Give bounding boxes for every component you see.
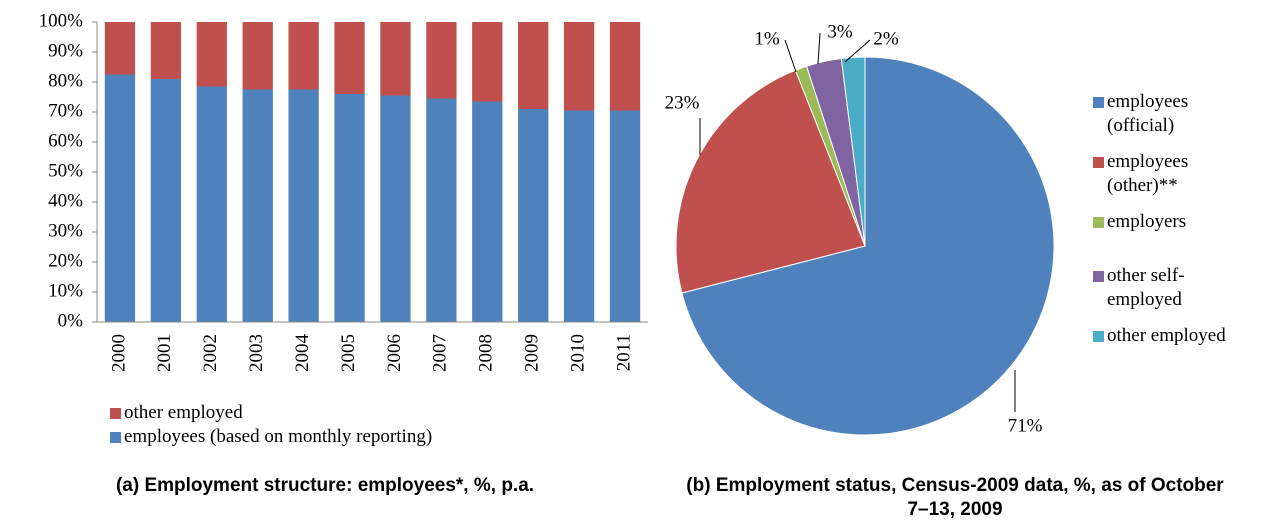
y-tick-label: 0%: [58, 310, 84, 331]
x-tick-label: 2011: [613, 334, 634, 371]
bar-segment: [196, 86, 227, 322]
bar-segment: [334, 22, 365, 94]
pie-legend: employees (official) employees (other)** e…: [1093, 90, 1278, 348]
bar-segment: [288, 22, 319, 90]
bar-segment: [104, 22, 136, 75]
legend-item: employers: [1093, 210, 1278, 234]
x-tick-label: 2007: [430, 334, 451, 372]
leader-line: [844, 39, 871, 63]
data-label: 1%: [754, 28, 780, 49]
y-tick-label: 60%: [48, 130, 83, 151]
bar-segment: [242, 89, 273, 322]
bar-segment: [609, 22, 641, 111]
x-tick-label: 2004: [292, 334, 313, 373]
y-tick-label: 20%: [48, 250, 83, 271]
x-tick-label: 2006: [384, 334, 405, 372]
caption-b: (b) Employment status, Census-2009 data,…: [686, 475, 1224, 520]
data-label: 3%: [827, 21, 853, 42]
legend-swatch: [110, 408, 121, 419]
y-tick-label: 90%: [48, 40, 83, 61]
data-label: 2%: [873, 28, 899, 49]
x-tick-label: 2005: [338, 334, 359, 372]
bar-segment: [288, 89, 319, 322]
y-tick-label: 100%: [39, 10, 84, 31]
bar-segment: [334, 94, 365, 322]
legend-swatch: [1093, 331, 1104, 342]
legend-swatch: [1093, 271, 1104, 282]
legend-item: other employed: [110, 401, 432, 425]
legend-swatch: [1093, 157, 1104, 168]
legend-item: employees (other)**: [1093, 150, 1278, 198]
legend-item: other self-employed: [1093, 264, 1278, 312]
x-tick-label: 2008: [476, 334, 497, 372]
pie-slice: [681, 56, 1055, 436]
bar-segment: [563, 22, 595, 111]
bar-segment: [196, 22, 227, 87]
legend-label: other self-employed: [1107, 265, 1185, 310]
data-label: 71%: [1008, 415, 1043, 436]
legend-swatch: [1093, 217, 1104, 228]
y-tick-label: 40%: [48, 190, 83, 211]
legend-label: other employed: [124, 402, 243, 423]
bar-segment: [426, 22, 457, 99]
y-tick-label: 30%: [48, 220, 83, 241]
bar-segment: [150, 22, 182, 79]
y-tick-label: 70%: [48, 100, 83, 121]
bar-segment: [150, 79, 182, 322]
pie-slice: [840, 56, 866, 247]
bar-segment: [472, 101, 503, 322]
bar-segment: [426, 98, 457, 322]
bar-segment: [609, 110, 641, 322]
bar-segment: [380, 22, 411, 96]
caption-a: (a) Employment structure: employees*, %,…: [115, 475, 535, 496]
bar-segment: [242, 22, 273, 90]
x-tick-label: 2009: [522, 334, 543, 372]
x-tick-label: 2003: [246, 334, 267, 372]
data-label: 23%: [665, 92, 700, 113]
bar-segment: [104, 74, 136, 322]
pie-slice: [675, 69, 866, 294]
legend-swatch: [1093, 97, 1104, 108]
legend-label: employers: [1107, 211, 1187, 232]
bar-segment: [563, 110, 595, 322]
bar-segment: [518, 22, 549, 109]
legend-label: employees (based on monthly reporting): [124, 426, 433, 447]
y-tick-label: 10%: [48, 280, 83, 301]
leader-line: [817, 32, 821, 65]
bar-segment: [472, 22, 503, 102]
bar-segment: [518, 109, 549, 322]
legend-item: other employed: [1093, 324, 1278, 348]
y-tick-label: 50%: [48, 160, 83, 181]
legend-swatch: [110, 432, 121, 443]
legend-label: employees (other)**: [1107, 151, 1189, 196]
leader-line: [784, 39, 797, 73]
bar-legend: other employed employees (based on monthl…: [110, 401, 432, 449]
legend-item: employees (based on monthly reporting): [110, 425, 432, 449]
x-tick-label: 2001: [154, 334, 175, 372]
x-tick-label: 2010: [567, 334, 588, 372]
legend-label: employees (official): [1107, 91, 1189, 136]
y-tick-label: 80%: [48, 70, 83, 91]
x-tick-label: 2000: [108, 334, 129, 372]
bar-segment: [380, 95, 411, 322]
legend-label: other employed: [1107, 325, 1226, 346]
legend-item: employees (official): [1093, 90, 1278, 138]
x-tick-label: 2002: [200, 334, 221, 372]
